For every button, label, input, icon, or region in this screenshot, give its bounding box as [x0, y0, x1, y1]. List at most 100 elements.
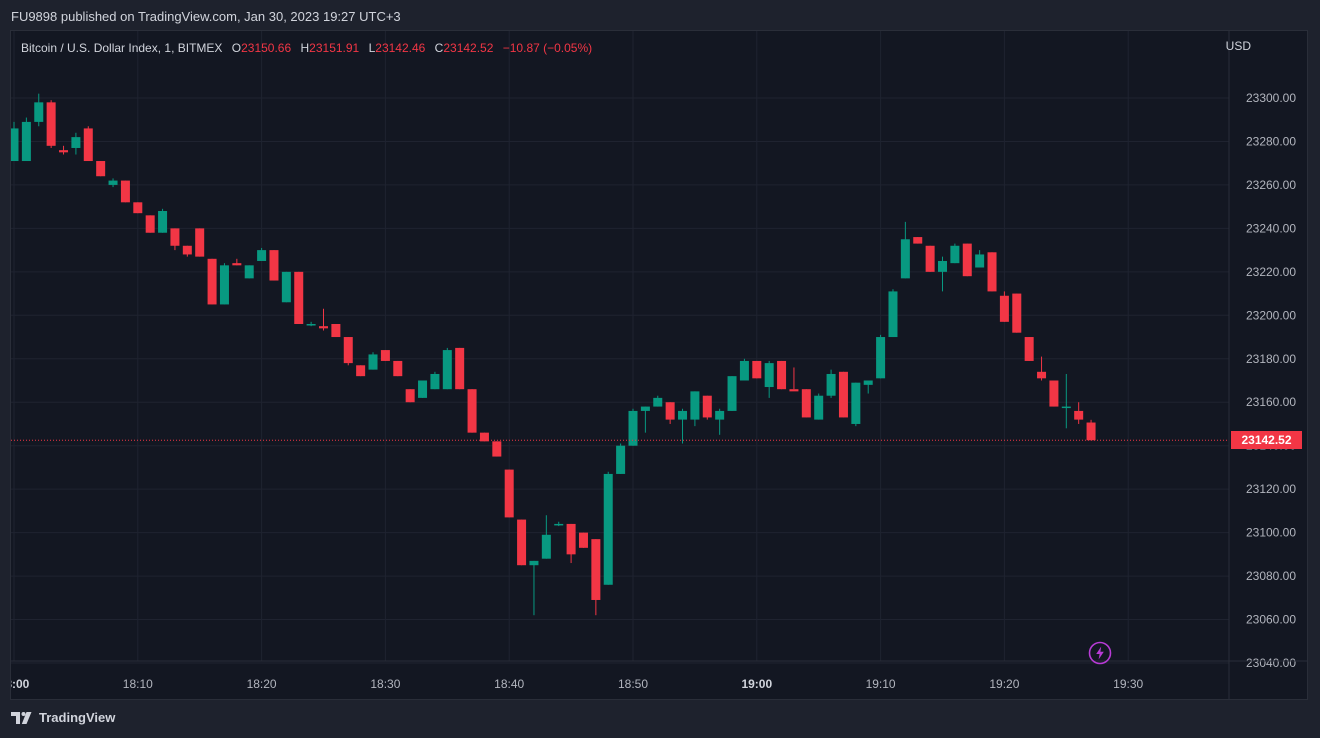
lightning-icon[interactable] — [1088, 641, 1112, 665]
symbol-legend: Bitcoin / U.S. Dollar Index, 1, BITMEX O… — [21, 41, 592, 55]
candle-body — [11, 128, 19, 162]
candle-body — [987, 252, 997, 292]
candle-body — [467, 389, 477, 433]
candle-body — [715, 410, 725, 420]
candle-body — [455, 347, 465, 390]
last-price-tag: 23142.52 — [1231, 431, 1302, 450]
time-tick-label: 18:10 — [123, 677, 153, 691]
candle-body — [851, 382, 861, 424]
candle-body — [789, 389, 799, 392]
candle — [1024, 337, 1034, 361]
candle — [182, 245, 192, 257]
candle-body — [591, 539, 601, 600]
candle-body — [517, 519, 527, 566]
candle-body — [182, 245, 192, 255]
candle — [430, 371, 440, 390]
price-tick-label: 23300.00 — [1246, 91, 1296, 105]
time-tick-label: 18:40 — [494, 677, 524, 691]
candle-body — [739, 360, 749, 381]
candle — [219, 263, 229, 305]
candle — [257, 247, 267, 261]
candle-body — [653, 397, 663, 407]
candle — [71, 132, 81, 155]
candle-body — [727, 376, 737, 411]
candle — [1049, 380, 1059, 407]
candle — [108, 178, 118, 188]
candle — [554, 521, 564, 527]
candle-body — [1049, 380, 1059, 407]
chart-pane[interactable]: 23300.00 23280.00 23260.00 23240.00 23220.00… — [10, 30, 1308, 700]
candle — [1037, 356, 1047, 381]
time-tick-label: 19:30 — [1113, 677, 1143, 691]
candle — [1012, 293, 1022, 333]
candle — [319, 308, 328, 331]
close-value: 23142.52 — [443, 41, 494, 55]
price-tick-label: 23220.00 — [1246, 265, 1296, 279]
candle — [876, 334, 886, 379]
candle-body — [158, 211, 168, 233]
candle-body — [34, 102, 44, 122]
candle-body — [368, 354, 378, 370]
time-tick-label: 19:00 — [741, 677, 772, 691]
candle-body — [764, 363, 774, 388]
candle — [888, 289, 898, 338]
candle-body — [938, 260, 947, 272]
candle-body — [1024, 337, 1034, 361]
candle-body — [442, 350, 452, 390]
currency-label[interactable]: USD — [1225, 39, 1251, 53]
candle — [21, 117, 31, 162]
candle — [826, 369, 836, 398]
price-tick-label: 23280.00 — [1246, 134, 1296, 148]
candle-body — [962, 243, 972, 277]
price-tick-label: 23100.00 — [1246, 526, 1296, 540]
candle-body — [46, 102, 56, 146]
candle-body — [900, 239, 910, 279]
candle-body — [1086, 422, 1096, 441]
candle-body — [863, 380, 873, 385]
candle — [1061, 373, 1071, 429]
time-tick-label: 19:10 — [866, 677, 896, 691]
candle-body — [616, 445, 626, 474]
candle — [294, 271, 304, 324]
candle — [59, 145, 69, 155]
candle — [207, 258, 217, 305]
candle-body — [801, 389, 811, 418]
candle — [306, 321, 316, 327]
candle-body — [207, 258, 217, 305]
open-value: 23150.66 — [241, 41, 292, 55]
candle — [838, 371, 848, 418]
candle — [405, 389, 415, 403]
candle — [863, 380, 873, 394]
candle — [442, 347, 452, 390]
candle — [244, 265, 254, 279]
candle — [987, 252, 997, 292]
candle-body — [876, 337, 886, 379]
candle-body — [702, 395, 712, 418]
candle — [727, 376, 737, 411]
candle — [678, 408, 688, 444]
candle — [492, 441, 502, 457]
candle — [702, 395, 712, 420]
candle — [962, 243, 972, 277]
candle — [343, 337, 353, 366]
candle — [529, 560, 539, 616]
candle-body — [232, 263, 242, 266]
candle — [764, 360, 774, 398]
candle — [418, 380, 428, 398]
candle — [925, 245, 935, 272]
price-tick-label: 23260.00 — [1246, 178, 1296, 192]
candle-body — [777, 360, 787, 390]
candlestick-chart[interactable]: 23300.00 23280.00 23260.00 23240.00 23220.00… — [11, 31, 1308, 700]
candle — [665, 402, 675, 424]
candles — [11, 93, 1096, 616]
candle — [331, 324, 341, 338]
tradingview-logo-icon — [11, 711, 32, 724]
candle — [83, 126, 93, 162]
price-tick-label: 23180.00 — [1246, 352, 1296, 366]
candle-body — [1074, 410, 1084, 420]
candle-body — [96, 161, 106, 177]
low-value: 23142.46 — [375, 41, 426, 55]
price-tick-label: 23040.00 — [1246, 656, 1296, 670]
time-tick-label: 19:20 — [989, 677, 1019, 691]
price-tick-label: 23080.00 — [1246, 569, 1296, 583]
